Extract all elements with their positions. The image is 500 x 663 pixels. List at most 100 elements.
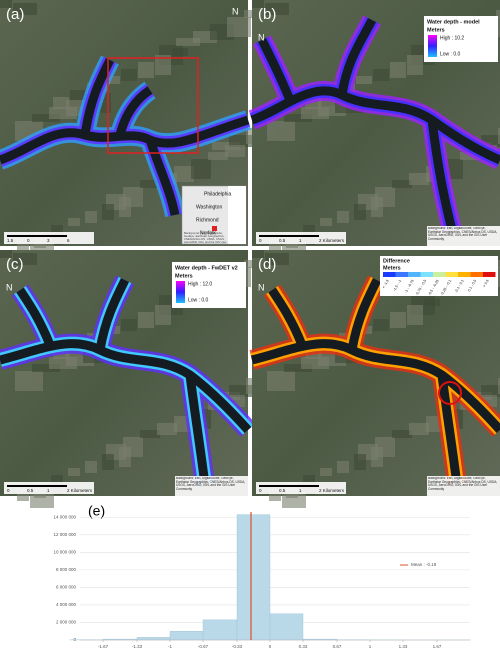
map-panel: (b) N 0 0.5 1 2 Kilometers Background: Esri, D… [248, 0, 500, 258]
y-tick-label: 2 000 000 [56, 620, 77, 625]
legend-swatch [408, 272, 421, 277]
land-patch [155, 55, 171, 75]
land-patch [284, 114, 312, 122]
panel-label: (d) [258, 256, 276, 273]
panel-label: (e) [88, 503, 105, 519]
inset-city: Richmond [196, 217, 219, 223]
legend-class: -1 - -0.75 [404, 279, 415, 294]
land-patch [373, 69, 389, 81]
legend-unit: Meters [427, 27, 445, 33]
scale-bar: 0 0.5 1 2 Kilometers [256, 232, 346, 244]
scale-line [7, 485, 67, 487]
y-tick-label: 14 000 000 [53, 514, 76, 519]
legend-swatch [445, 272, 458, 277]
legend-class: -1.5 - -1 [392, 279, 402, 292]
inset-map: Philadelphia Washington Richmond Norfolk [181, 185, 247, 245]
legend-title: Difference [383, 258, 410, 264]
land-patch [496, 10, 500, 18]
scale-label: 0 [259, 238, 262, 243]
scale-label: 0 [7, 488, 10, 493]
legend-unit: Meters [383, 265, 401, 271]
y-tick-label: 4 000 000 [56, 602, 77, 607]
land-patch [119, 447, 131, 467]
scale-label: 0.5 [279, 238, 286, 243]
land-patch [140, 430, 160, 438]
land-patch [13, 253, 37, 265]
land-patch [409, 173, 429, 185]
legend-low: Low : 0.0 [188, 297, 209, 303]
land-patch [225, 145, 245, 157]
land-patch [320, 468, 332, 476]
x-tick-label: 0.33 [299, 644, 308, 649]
land-patch [104, 76, 120, 84]
scale-line [259, 485, 319, 487]
attribution: Background: Esri, DigitalGlobe, GeoEye, … [184, 232, 227, 245]
legend-class: 0.1 - 0.5 [467, 279, 477, 292]
land-patch [208, 152, 228, 160]
study-area-box [107, 57, 199, 154]
scale-label: 2 Kilometers [67, 488, 93, 493]
scale-label: 1.5 [7, 238, 14, 243]
land-patch [15, 371, 43, 391]
land-patch [138, 312, 154, 328]
bar [269, 613, 304, 641]
legend-label: Mean : -0.19 [411, 562, 437, 567]
land-patch [191, 159, 211, 179]
land-patch [267, 121, 295, 141]
legend-swatch [395, 272, 408, 277]
land-patch [371, 197, 383, 217]
legend-low: Low : 0.0 [440, 51, 461, 57]
panel-label: (a) [6, 6, 24, 23]
legend-swatch [420, 272, 433, 277]
x-tick-label: 0 [269, 644, 272, 649]
land-patch [390, 62, 406, 78]
highlight-circle [438, 381, 462, 405]
scale-label: 6 [67, 238, 70, 243]
land-patch [481, 385, 500, 397]
attribution: Background: Esri, DigitalGlobe, GeoEye, … [428, 477, 498, 492]
legend-title: Water depth - FwDET v2 [175, 265, 238, 271]
water-channel [0, 57, 250, 216]
land-patch [227, 17, 251, 37]
land-patch [68, 218, 80, 226]
land-patch [354, 204, 366, 220]
land-patch [498, 378, 500, 394]
x-tick-label: -1 [168, 644, 172, 649]
bar [236, 514, 271, 641]
scale-line [7, 235, 67, 237]
bar [202, 619, 238, 641]
legend-class: < -1.5 [382, 279, 390, 289]
legend-title: Water depth - model [427, 19, 480, 25]
land-patch [284, 364, 312, 372]
attribution: Background: Esri, DigitalGlobe, GeoEye, … [428, 227, 498, 242]
land-patch [0, 250, 12, 258]
land-patch [13, 3, 37, 15]
land-patch [392, 180, 412, 188]
scale-line [259, 235, 319, 237]
inset-ocean [228, 186, 246, 244]
scale-label: 1 [47, 488, 50, 493]
panel-label: (b) [258, 6, 276, 23]
legend-swatch [433, 272, 446, 277]
legend-swatch [383, 272, 396, 277]
inset-marker [212, 226, 217, 231]
land-patch [320, 218, 332, 226]
x-tick-label: 1.67 [433, 644, 442, 649]
attribution-text: Background: Esri, DigitalGlobe, GeoEye, … [184, 232, 227, 245]
land-patch [282, 492, 306, 508]
north-arrow: N [232, 6, 239, 16]
bar [169, 631, 204, 641]
land-patch [85, 211, 97, 223]
legend-high: High : 10.2 [440, 35, 464, 41]
map-panel: (c) N 0 0.5 1 2 Kilometers Background: Esri, D… [0, 250, 274, 508]
legend: Water depth - model Meters High : 10.2 Low … [424, 16, 498, 62]
attribution-text: Background: Esri, DigitalGlobe, GeoEye, … [428, 477, 498, 492]
attribution-text: Background: Esri, DigitalGlobe, GeoEye, … [428, 227, 498, 242]
attribution: Background: Esri, DigitalGlobe, GeoEye, … [176, 477, 245, 491]
scale-label: 2 Kilometers [319, 238, 345, 243]
land-patch [102, 204, 114, 220]
inset-city: Norfolk [200, 230, 216, 236]
legend-high: High : 12.0 [188, 281, 212, 287]
